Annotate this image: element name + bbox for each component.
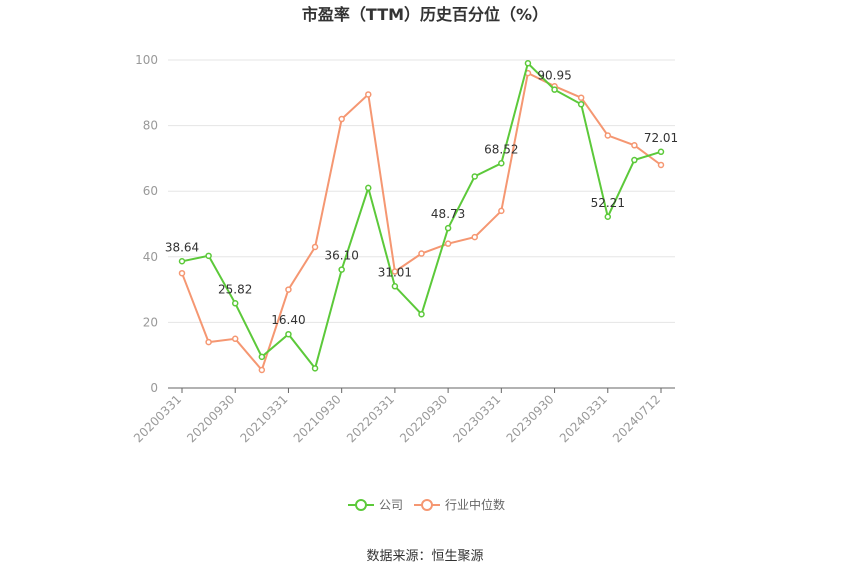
y-tick-label: 0 xyxy=(150,381,158,395)
y-tick-label: 40 xyxy=(143,250,158,264)
data-label: 52.21 xyxy=(591,196,625,210)
data-point xyxy=(258,353,266,361)
x-tick-label: 20220331 xyxy=(344,392,397,445)
data-point xyxy=(231,335,239,343)
legend-item[interactable]: 行业中位数 xyxy=(414,497,505,512)
data-label: 36.10 xyxy=(324,249,358,263)
legend-marker xyxy=(355,499,367,511)
data-point xyxy=(498,160,505,167)
data-label: 31.01 xyxy=(378,265,412,279)
data-point xyxy=(258,366,266,374)
x-tick-label: 20240712 xyxy=(610,392,663,445)
data-label: 68.52 xyxy=(484,142,518,156)
legend-marker xyxy=(421,499,433,511)
data-point xyxy=(205,252,212,260)
source-note: 数据来源：恒生聚源 xyxy=(366,549,483,564)
series-line xyxy=(181,71,662,373)
y-tick-label: 20 xyxy=(143,315,158,329)
x-tick-label: 20230331 xyxy=(450,392,503,445)
y-tick-label: 60 xyxy=(143,184,158,198)
data-label: 25.82 xyxy=(218,282,252,296)
data-label: 48.73 xyxy=(431,207,465,221)
data-point xyxy=(498,207,505,215)
chart-title: 市盈率（TTM）历史百分位（%） xyxy=(302,5,548,24)
data-point xyxy=(338,115,345,123)
data-point xyxy=(551,86,558,93)
data-labels: 38.64 25.82 16.40 36.10 31.01 48.73 68.52 90.95… xyxy=(165,69,678,328)
data-point xyxy=(178,269,186,277)
data-point xyxy=(311,365,319,372)
x-tick-label: 20210930 xyxy=(291,392,344,445)
x-tick-label: 20220930 xyxy=(397,392,450,445)
data-label: 72.01 xyxy=(644,131,678,145)
data-point xyxy=(178,258,186,265)
data-point xyxy=(338,266,345,273)
grid xyxy=(168,59,675,323)
data-point xyxy=(418,310,425,318)
data-point xyxy=(631,142,638,149)
x-tick-label: 20200331 xyxy=(131,392,184,445)
data-point xyxy=(471,173,478,180)
x-tick-label: 20200930 xyxy=(184,392,237,445)
y-tick-label: 80 xyxy=(143,119,158,133)
data-point xyxy=(365,184,372,192)
data-point xyxy=(391,283,399,290)
data-point xyxy=(631,156,638,164)
legend-label: 行业中位数 xyxy=(445,497,505,512)
x-tick-label: 20240331 xyxy=(557,392,610,445)
data-point xyxy=(657,161,665,169)
data-point xyxy=(577,101,585,108)
x-tick-label: 20210331 xyxy=(237,392,290,445)
axes: 0 20 40 60 80 100 20200331 20200930 20210331 2021… xyxy=(131,53,675,445)
series-layer xyxy=(178,60,665,374)
data-point xyxy=(391,268,399,275)
legend-label: 公司 xyxy=(379,498,403,512)
data-point xyxy=(231,300,239,307)
x-tick-label: 20230930 xyxy=(504,392,557,445)
data-point xyxy=(471,233,478,241)
data-point xyxy=(285,286,292,293)
data-point xyxy=(524,60,532,67)
data-point xyxy=(205,338,212,346)
data-label: 38.64 xyxy=(165,240,199,254)
data-point xyxy=(418,250,425,257)
data-point xyxy=(444,224,452,232)
data-point xyxy=(285,330,292,338)
data-point xyxy=(365,91,372,98)
data-point xyxy=(444,240,452,247)
data-point xyxy=(604,213,612,221)
data-point xyxy=(577,94,585,101)
data-label: 90.95 xyxy=(537,69,571,83)
data-label: 16.40 xyxy=(271,313,305,327)
legend-item[interactable]: 公司 xyxy=(348,498,403,512)
legend[interactable]: 公司 行业中位数 xyxy=(348,497,505,512)
data-point xyxy=(604,132,612,139)
data-point xyxy=(657,148,665,156)
data-point xyxy=(311,243,319,251)
y-tick-label: 100 xyxy=(135,53,158,67)
